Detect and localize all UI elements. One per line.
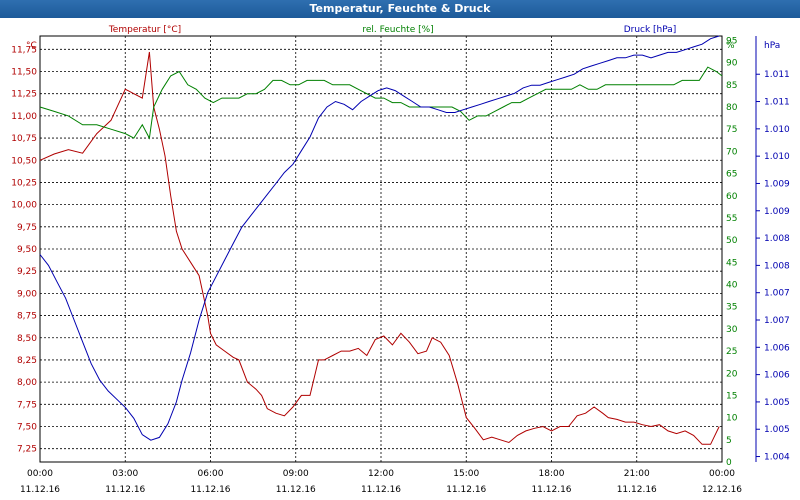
- humidity-tick-label: 35: [726, 303, 737, 313]
- x-tick-time: 18:00: [539, 469, 565, 479]
- x-tick-date: 11.12.16: [361, 485, 401, 495]
- humidity-tick-label: 55: [726, 214, 737, 224]
- temperature-series-line: [39, 51, 720, 445]
- humidity-tick-label: 75: [726, 125, 737, 135]
- humidity-tick-label: 0: [726, 458, 732, 468]
- humidity-tick-label: 20: [726, 369, 738, 379]
- temperature-tick-label: 7,50: [17, 423, 37, 433]
- temperature-unit: °C: [26, 41, 37, 51]
- pressure-tick-label: 1.008: [764, 234, 790, 244]
- window-title: Temperatur, Feuchte & Druck: [0, 0, 800, 18]
- x-tick-date: 12.12.16: [702, 485, 742, 495]
- humidity-unit: %: [726, 41, 735, 51]
- temperature-tick-label: 9,00: [17, 289, 37, 299]
- x-tick-time: 06:00: [198, 469, 224, 479]
- humidity-tick-label: 80: [726, 103, 738, 113]
- temperature-tick-label: 10,25: [11, 178, 37, 188]
- pressure-tick-label: 1.009: [764, 207, 790, 217]
- x-tick-time: 00:00: [709, 469, 735, 479]
- humidity-tick-label: 70: [726, 147, 738, 157]
- humidity-axis-title: rel. Feuchte [%]: [362, 25, 433, 35]
- x-tick-time: 09:00: [283, 469, 309, 479]
- humidity-tick-label: 30: [726, 325, 738, 335]
- pressure-tick-label: 1.010: [764, 125, 790, 135]
- pressure-tick-label: 1.011: [764, 70, 790, 80]
- x-tick-date: 11.12.16: [20, 485, 60, 495]
- temperature-tick-label: 11,75: [11, 45, 37, 55]
- temperature-tick-label: 7,25: [17, 445, 37, 455]
- temperature-tick-label: 9,50: [17, 245, 37, 255]
- x-tick-date: 11.12.16: [276, 485, 316, 495]
- temperature-tick-label: 8,50: [17, 334, 37, 344]
- temperature-tick-label: 10,75: [11, 134, 37, 144]
- humidity-tick-label: 15: [726, 391, 737, 401]
- x-tick-time: 03:00: [112, 469, 138, 479]
- x-tick-time: 15:00: [453, 469, 479, 479]
- humidity-tick-label: 25: [726, 347, 737, 357]
- pressure-tick-label: 1.006: [764, 343, 790, 353]
- pressure-tick-label: 1.009: [764, 179, 790, 189]
- temperature-tick-label: 11,25: [11, 90, 37, 100]
- pressure-tick-label: 1.005: [764, 398, 790, 408]
- humidity-tick-label: 5: [726, 436, 732, 446]
- temperature-tick-label: 11,50: [11, 68, 37, 78]
- x-tick-date: 11.12.16: [531, 485, 571, 495]
- pressure-series-line: [39, 35, 720, 441]
- pressure-unit: hPa: [764, 41, 780, 51]
- pressure-tick-label: 1.005: [764, 425, 790, 435]
- humidity-tick-label: 40: [726, 281, 738, 291]
- temperature-tick-label: 11,00: [11, 112, 37, 122]
- temperature-tick-label: 10,00: [11, 201, 37, 211]
- temperature-tick-label: 8,00: [17, 378, 37, 388]
- pressure-axis-title: Druck [hPa]: [624, 25, 677, 35]
- humidity-tick-label: 10: [726, 414, 738, 424]
- temperature-tick-label: 9,75: [17, 223, 37, 233]
- temperature-tick-label: 10,50: [11, 156, 37, 166]
- pressure-tick-label: 1.007: [764, 316, 790, 326]
- humidity-tick-label: 90: [726, 59, 738, 69]
- x-tick-time: 00:00: [27, 469, 53, 479]
- x-tick-date: 11.12.16: [105, 485, 145, 495]
- pressure-tick-label: 1.008: [764, 261, 790, 271]
- humidity-tick-label: 85: [726, 81, 737, 91]
- x-tick-date: 11.12.16: [190, 485, 230, 495]
- x-tick-date: 11.12.16: [446, 485, 486, 495]
- pressure-tick-label: 1.007: [764, 289, 790, 299]
- humidity-series-line: [39, 66, 723, 140]
- temperature-tick-label: 9,25: [17, 267, 37, 277]
- humidity-tick-label: 60: [726, 192, 738, 202]
- humidity-tick-label: 65: [726, 170, 737, 180]
- pressure-tick-label: 1.011: [764, 98, 790, 108]
- temperature-tick-label: 8,25: [17, 356, 37, 366]
- x-tick-time: 21:00: [624, 469, 650, 479]
- humidity-tick-label: 95: [726, 36, 737, 46]
- humidity-tick-label: 45: [726, 258, 737, 268]
- chart-svg: 11,75 11,50 11,25 11,00 10,75 10,50 10,25 10,00…: [11, 25, 790, 495]
- humidity-tick-label: 50: [726, 236, 738, 246]
- pressure-tick-label: 1.010: [764, 152, 790, 162]
- temperature-axis-title: Temperatur [°C]: [108, 25, 181, 35]
- pressure-tick-label: 1.004: [764, 453, 790, 463]
- x-tick-time: 12:00: [368, 469, 394, 479]
- temperature-tick-label: 7,75: [17, 400, 37, 410]
- temperature-tick-label: 8,75: [17, 312, 37, 322]
- x-tick-date: 11.12.16: [617, 485, 657, 495]
- pressure-tick-label: 1.006: [764, 371, 790, 381]
